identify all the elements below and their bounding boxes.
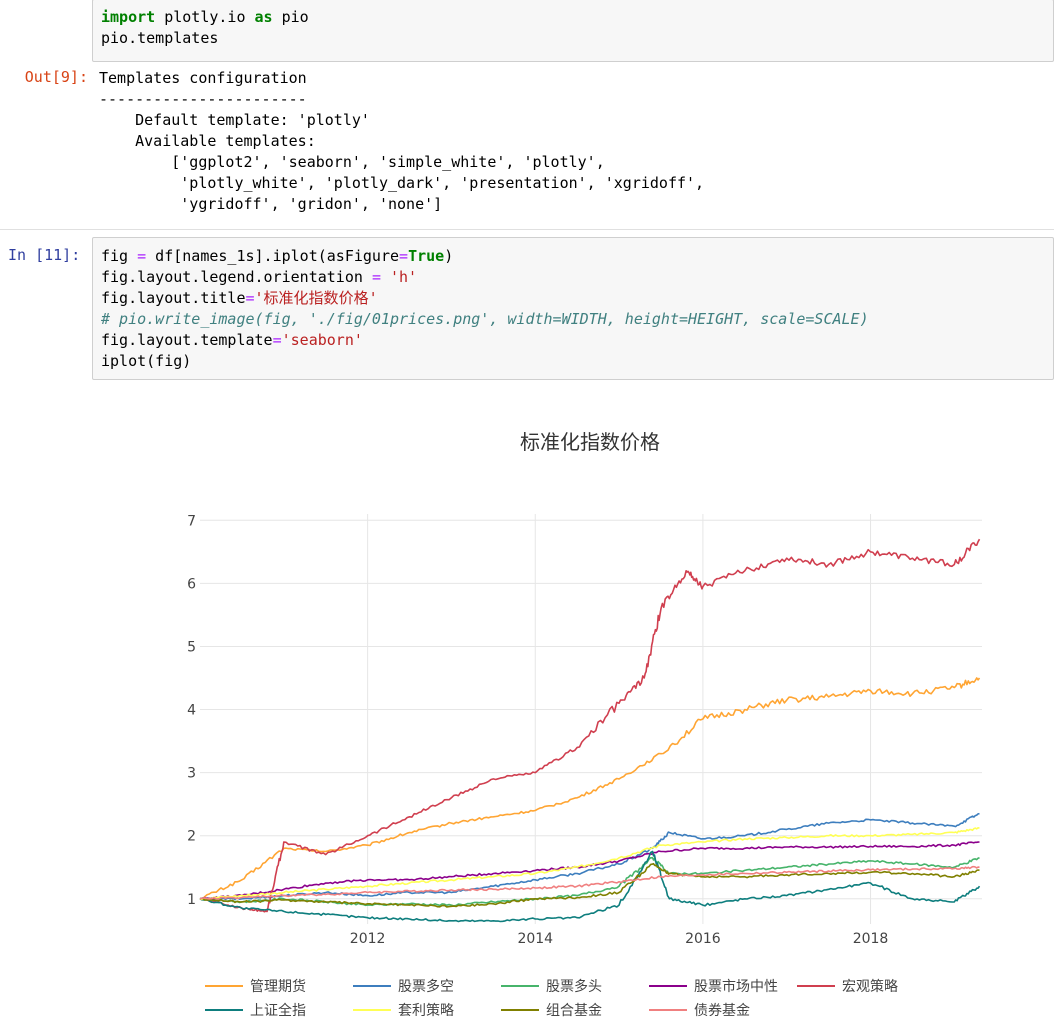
y-tick-label: 7 — [187, 513, 196, 529]
code-token: = — [371, 268, 381, 286]
output-line: Default template: 'plotly' — [99, 111, 370, 129]
series-line — [199, 841, 980, 900]
output-line: Templates configuration — [99, 69, 307, 87]
code-line: # pio.write_image(fig, './fig/01prices.p… — [101, 309, 1045, 330]
series-layer — [199, 538, 981, 923]
code-cell-1: import plotly.io as pio pio.templates — [0, 0, 1054, 62]
code-token: iplot(fig) — [101, 352, 192, 370]
code-line: fig = df[names_1s].iplot(asFigure=True) — [101, 246, 1045, 267]
code-token: pio — [272, 8, 309, 26]
code-line: import plotly.io as pio — [101, 7, 1045, 28]
legend-item[interactable]: 股票多空 — [353, 978, 454, 995]
y-tick-label: 2 — [187, 829, 196, 845]
x-tick-label: 2014 — [517, 931, 553, 947]
code-line: fig.layout.legend.orientation = 'h' — [101, 267, 1045, 288]
legend-label: 股票市场中性 — [694, 978, 778, 995]
code-line: iplot(fig) — [101, 351, 1045, 372]
code-token: 'h' — [390, 268, 418, 286]
legend-item[interactable]: 管理期货 — [205, 978, 306, 995]
out-prompt: Out[9]: — [24, 68, 88, 86]
code-line: fig.layout.template='seaborn' — [101, 330, 1045, 351]
output-line: Available templates: — [99, 132, 316, 150]
templates-output: Templates configuration -----------------… — [99, 68, 704, 215]
code-token: fig.layout.legend.orientation — [101, 268, 372, 286]
in-prompt: In [11]: — [8, 246, 81, 264]
axis-layer: 1 2 3 4 5 6 7 2012 2014 2016 2018 — [187, 513, 888, 947]
series-line — [199, 812, 980, 901]
series-line — [199, 850, 981, 923]
output-line: ----------------------- — [99, 90, 307, 108]
series-line — [199, 826, 980, 901]
code-input-11[interactable]: fig = df[names_1s].iplot(asFigure=True) f… — [92, 237, 1054, 380]
code-token: pio.templates — [101, 29, 219, 47]
y-tick-label: 6 — [187, 576, 196, 592]
code-token: = — [272, 331, 282, 349]
y-tick-label: 5 — [187, 639, 196, 655]
legend-item[interactable]: 宏观策略 — [797, 978, 898, 995]
cell-divider — [0, 229, 1054, 230]
series-line — [199, 862, 980, 908]
code-token — [381, 268, 390, 286]
code-token: ) — [444, 247, 454, 265]
y-tick-label: 1 — [187, 892, 196, 908]
legend-item[interactable]: 套利策略 — [353, 1002, 454, 1019]
grid-layer — [200, 514, 982, 924]
y-tick-label: 3 — [187, 766, 196, 782]
y-tick-label: 4 — [187, 703, 196, 719]
plotly-chart: 标准化指数价格 1 2 3 4 5 6 7 2012 2014 2016 2018 管理期货 股票多空… — [187, 430, 982, 1019]
legend-item[interactable]: 债券基金 — [649, 1002, 750, 1019]
legend-label: 上证全指 — [250, 1002, 306, 1019]
code-token: = — [245, 289, 255, 307]
series-line — [199, 856, 980, 907]
legend-label: 宏观策略 — [842, 978, 898, 995]
code-token: as — [254, 8, 273, 26]
code-token: # pio.write_image(fig, './fig/01prices.p… — [101, 310, 869, 328]
legend-item[interactable]: 股票多头 — [501, 978, 602, 995]
series-line — [199, 677, 981, 900]
code-token: 'seaborn' — [281, 331, 363, 349]
legend-item[interactable]: 组合基金 — [501, 1002, 602, 1019]
code-token: fig.layout.template — [101, 331, 273, 349]
legend-label: 套利策略 — [398, 1002, 454, 1019]
output-line: ['ggplot2', 'seaborn', 'simple_white', '… — [99, 153, 605, 171]
series-line — [199, 865, 980, 900]
output-cell-9: Out[9]: Templates configuration ---------… — [0, 66, 1054, 216]
code-token: '标准化指数价格' — [254, 289, 378, 307]
code-token: fig — [101, 247, 138, 265]
code-input-1[interactable]: import plotly.io as pio pio.templates — [92, 0, 1054, 62]
code-token: True — [408, 247, 445, 265]
code-token: import — [101, 8, 156, 26]
series-line — [199, 538, 981, 913]
legend-item[interactable]: 股票市场中性 — [649, 978, 778, 995]
code-line: fig.layout.title='标准化指数价格' — [101, 288, 1045, 309]
legend-label: 管理期货 — [250, 978, 306, 995]
code-token: = — [399, 247, 409, 265]
code-token: fig.layout.title — [101, 289, 246, 307]
legend-item[interactable]: 上证全指 — [205, 1002, 306, 1019]
code-line: pio.templates — [101, 28, 1045, 49]
code-token: df[names_1s].iplot(asFigure — [146, 247, 400, 265]
x-tick-label: 2016 — [685, 931, 721, 947]
code-token: = — [137, 247, 147, 265]
code-token: plotly.io — [155, 8, 255, 26]
code-cell-11: In [11]: fig = df[names_1s].iplot(asFigu… — [0, 237, 1054, 380]
output-line: 'ygridoff', 'gridon', 'none'] — [99, 195, 443, 213]
x-tick-label: 2012 — [350, 931, 386, 947]
output-line: 'plotly_white', 'plotly_dark', 'presenta… — [99, 174, 705, 192]
legend-label: 股票多头 — [546, 978, 602, 995]
legend-label: 股票多空 — [398, 978, 454, 995]
legend-label: 债券基金 — [694, 1002, 750, 1019]
chart-title: 标准化指数价格 — [520, 430, 660, 454]
legend-label: 组合基金 — [546, 1002, 602, 1019]
x-tick-label: 2018 — [853, 931, 889, 947]
